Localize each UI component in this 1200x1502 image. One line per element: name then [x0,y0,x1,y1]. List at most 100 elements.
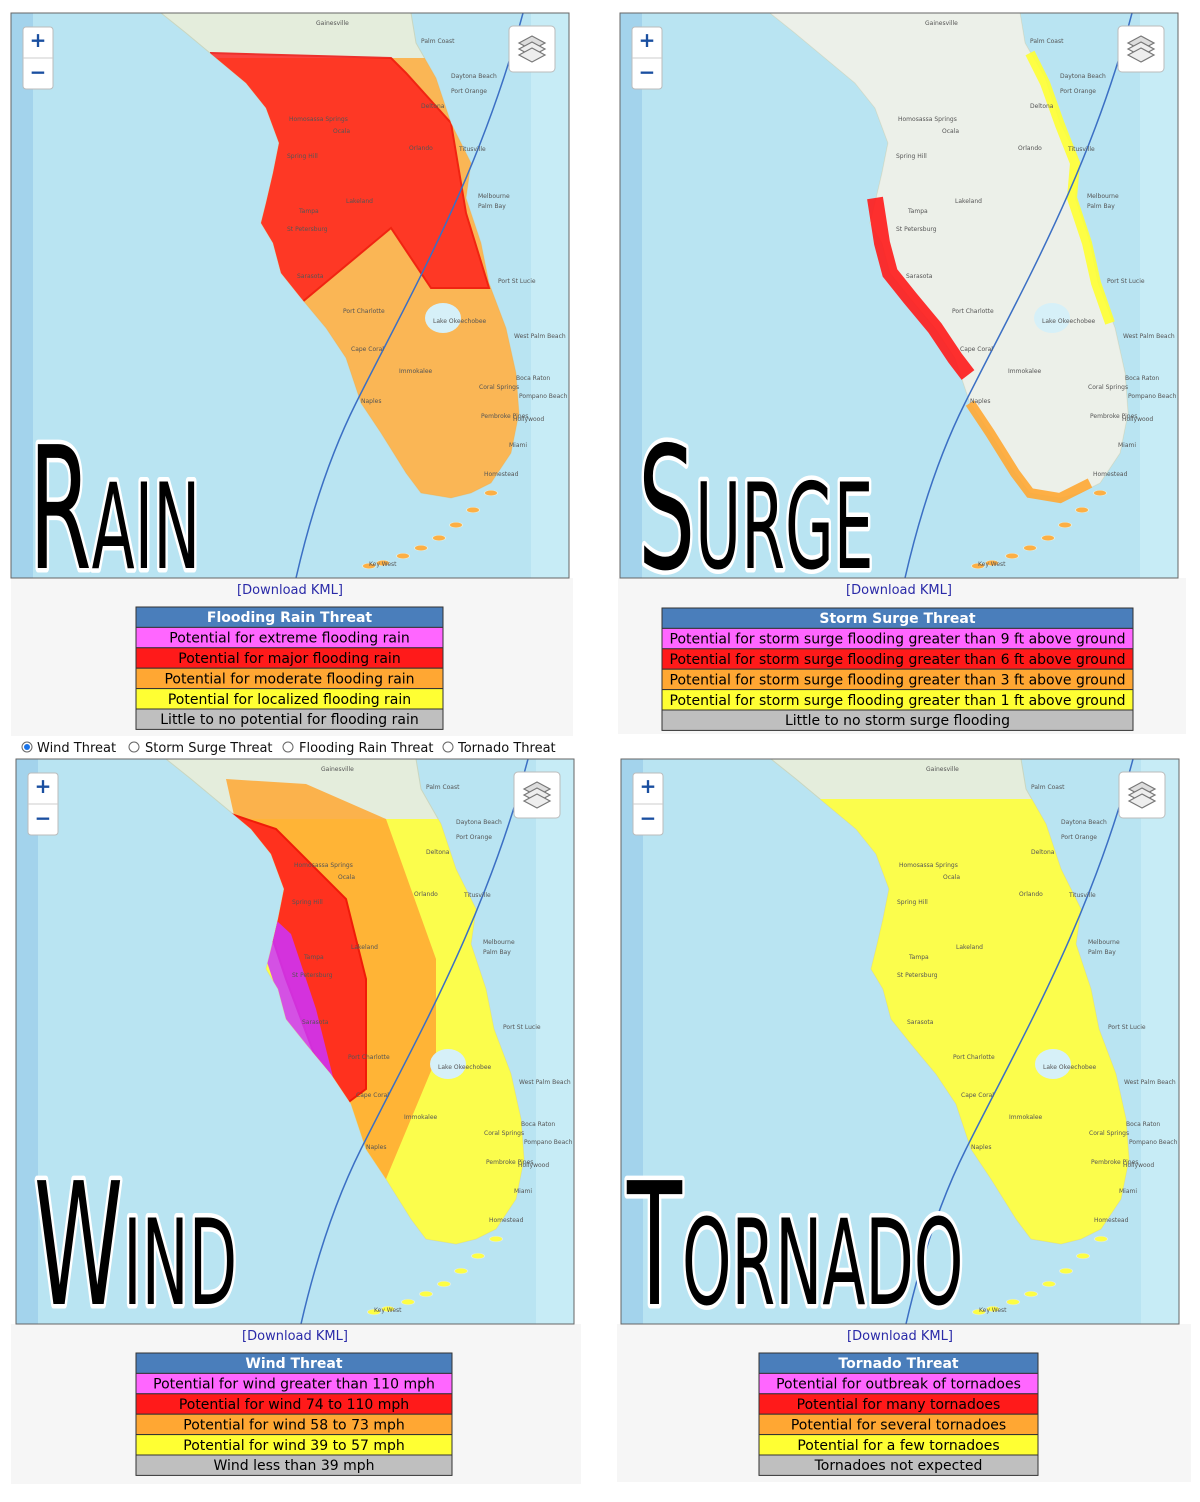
legend-entry: Potential for major flooding rain [178,651,400,667]
place-label: Titusville [463,892,491,899]
deep-atlantic [531,13,569,578]
place-label: Boca Raton [516,375,550,382]
legend-row [758,1454,1039,1476]
map-border [620,758,1180,1325]
zoom-out[interactable]: − [35,806,52,830]
place-label: Pembroke Pines [1090,413,1137,420]
legend-entry: Potential for wind 58 to 73 mph [183,1417,404,1433]
deep-gulf [16,759,38,1324]
map: Gainesville Palm Coast Ocala Daytona Beach P… [15,758,575,1349]
place-label: Spring Hill [896,153,927,160]
place-label: Homestead [489,1217,524,1224]
place-label: Tampa [303,954,324,961]
place-label: Ocala [333,128,350,135]
radio-button[interactable] [442,741,454,753]
panel-label: Wind [34,1148,237,1345]
map-border [10,12,570,579]
legend-entry: Potential for outbreak of tornadoes [776,1377,1021,1393]
place-label: Key West [374,1307,402,1314]
place-label: St Petersburg [897,972,938,979]
zoom-in[interactable]: + [639,28,656,52]
radio-label[interactable]: Flooding Rain Threat [299,741,433,756]
key-threat [1059,522,1071,528]
place-label: Orlando [1018,145,1042,152]
place-label: Hollywood [1123,1162,1154,1169]
place-label: Pompano Beach [524,1139,573,1146]
radio-button[interactable] [128,741,140,753]
place-label: Immokalee [404,1114,438,1121]
zoom-in[interactable]: + [640,774,657,798]
download-link[interactable]: [Download KML] [847,1329,953,1344]
key-threat [1024,545,1036,551]
map-view: Gainesville Palm Coast Ocala Daytona Beach P… [16,759,574,1324]
surge-6ft-west [867,196,975,380]
storm-track [300,759,529,1324]
place-label: Miami [1118,442,1136,449]
map-border [619,12,1179,579]
legend-entry: Potential for extreme flooding rain [169,631,409,647]
key-threat [973,1309,985,1315]
legend-entry: Potential for wind greater than 110 mph [153,1377,435,1393]
place-label: Ocala [942,128,959,135]
layers-icon [1126,47,1156,63]
place-label: Hollywood [1122,416,1153,423]
map: Gainesville Palm Coast Ocala Daytona Beach P… [619,12,1179,613]
place-label: Lake Okeechobee [438,1064,492,1071]
key-threat [1025,1291,1037,1297]
place-label: Daytona Beach [456,819,502,826]
radio-button[interactable] [282,741,294,753]
key-threat [490,1236,502,1242]
key-threat [472,1253,484,1259]
key-threat [450,522,462,528]
radio-label[interactable]: Tornado Threat [457,741,556,756]
place-label: Port Charlotte [348,1054,390,1061]
place-label: Titusville [1067,146,1095,153]
place-label: Palm Coast [1030,38,1064,45]
download-link[interactable]: [Download KML] [237,583,343,598]
key-threat [368,1309,380,1315]
legend-row [135,1454,453,1476]
place-label: Lake Okeechobee [1043,1064,1097,1071]
radio-label[interactable]: Storm Surge Threat [145,741,273,756]
place-label: St Petersburg [896,226,937,233]
place-label: Homestead [1094,1217,1129,1224]
place-label: Immokalee [399,368,433,375]
zoom-in[interactable]: + [30,28,47,52]
place-label: West Palm Beach [1123,333,1175,340]
place-label: Coral Springs [1088,384,1128,391]
deep-atlantic [536,759,574,1324]
place-label: Orlando [1019,891,1043,898]
surge-3ft-south [965,400,1093,504]
legend-entry: Tornadoes not expected [814,1458,983,1474]
download-link[interactable]: [Download KML] [846,583,952,598]
place-label: Palm Bay [478,203,506,210]
place-label: Port St Lucie [503,1024,541,1031]
zoom-out[interactable]: − [30,60,47,84]
place-label: Gainesville [321,766,354,773]
download-link[interactable]: [Download KML] [242,1329,348,1344]
zoom-in[interactable]: + [35,774,52,798]
map: Gainesville Palm Coast Ocala Daytona Beach P… [10,12,570,613]
key-threat [438,1281,450,1287]
zoom-out[interactable]: − [640,806,657,830]
place-label: Immokalee [1008,368,1042,375]
place-label: Sarasota [907,1019,934,1026]
zoom-out[interactable]: − [639,60,656,84]
place-label: Spring Hill [287,153,318,160]
key-threat [1043,1281,1055,1287]
place-label: Cape Coral [961,1092,994,1099]
key-threat [382,1306,394,1312]
key-threat [987,1306,999,1312]
place-label: Sarasota [302,1019,329,1026]
deep-atlantic [1140,13,1178,578]
legend-entry: Potential for many tornadoes [797,1397,1001,1413]
place-label: Boca Raton [521,1121,555,1128]
place-label: Palm Coast [421,38,455,45]
place-label: Palm Coast [1031,784,1065,791]
key-threat [402,1299,414,1305]
wind-110-area [264,909,336,1089]
place-label: Port Charlotte [952,308,994,315]
place-label: Immokalee [1009,1114,1043,1121]
radio-label[interactable]: Wind Threat [37,741,116,756]
